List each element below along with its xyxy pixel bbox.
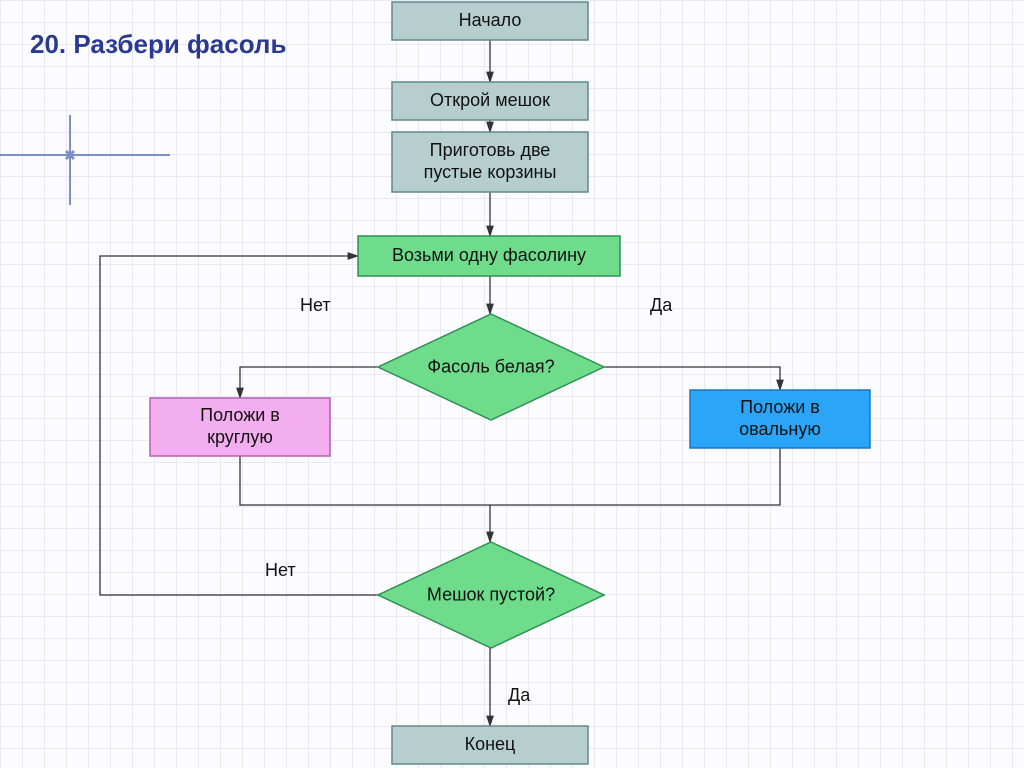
diamond-empty: Мешок пустой?: [378, 542, 604, 648]
edge: [240, 367, 378, 398]
node-label-empty: Мешок пустой?: [378, 585, 604, 606]
node-label-white: Фасоль белая?: [378, 357, 604, 378]
node-label-round: Положи в круглую: [150, 398, 330, 456]
node-label-take: Возьми одну фасолину: [358, 236, 620, 276]
node-label-end: Конец: [392, 726, 588, 764]
edge-label: Нет: [265, 560, 296, 581]
edge-label: Да: [508, 685, 530, 706]
edge-label: Да: [650, 295, 672, 316]
node-label-start: Начало: [392, 2, 588, 40]
node-label-oval: Положи в овальную: [690, 390, 870, 448]
edge: [240, 456, 490, 505]
edge-label: Нет: [300, 295, 331, 316]
edge: [604, 367, 780, 390]
node-label-prep: Приготовь две пустые корзины: [392, 132, 588, 192]
diamond-white: Фасоль белая?: [378, 314, 604, 420]
node-label-open: Открой мешок: [392, 82, 588, 120]
edge: [490, 448, 780, 505]
